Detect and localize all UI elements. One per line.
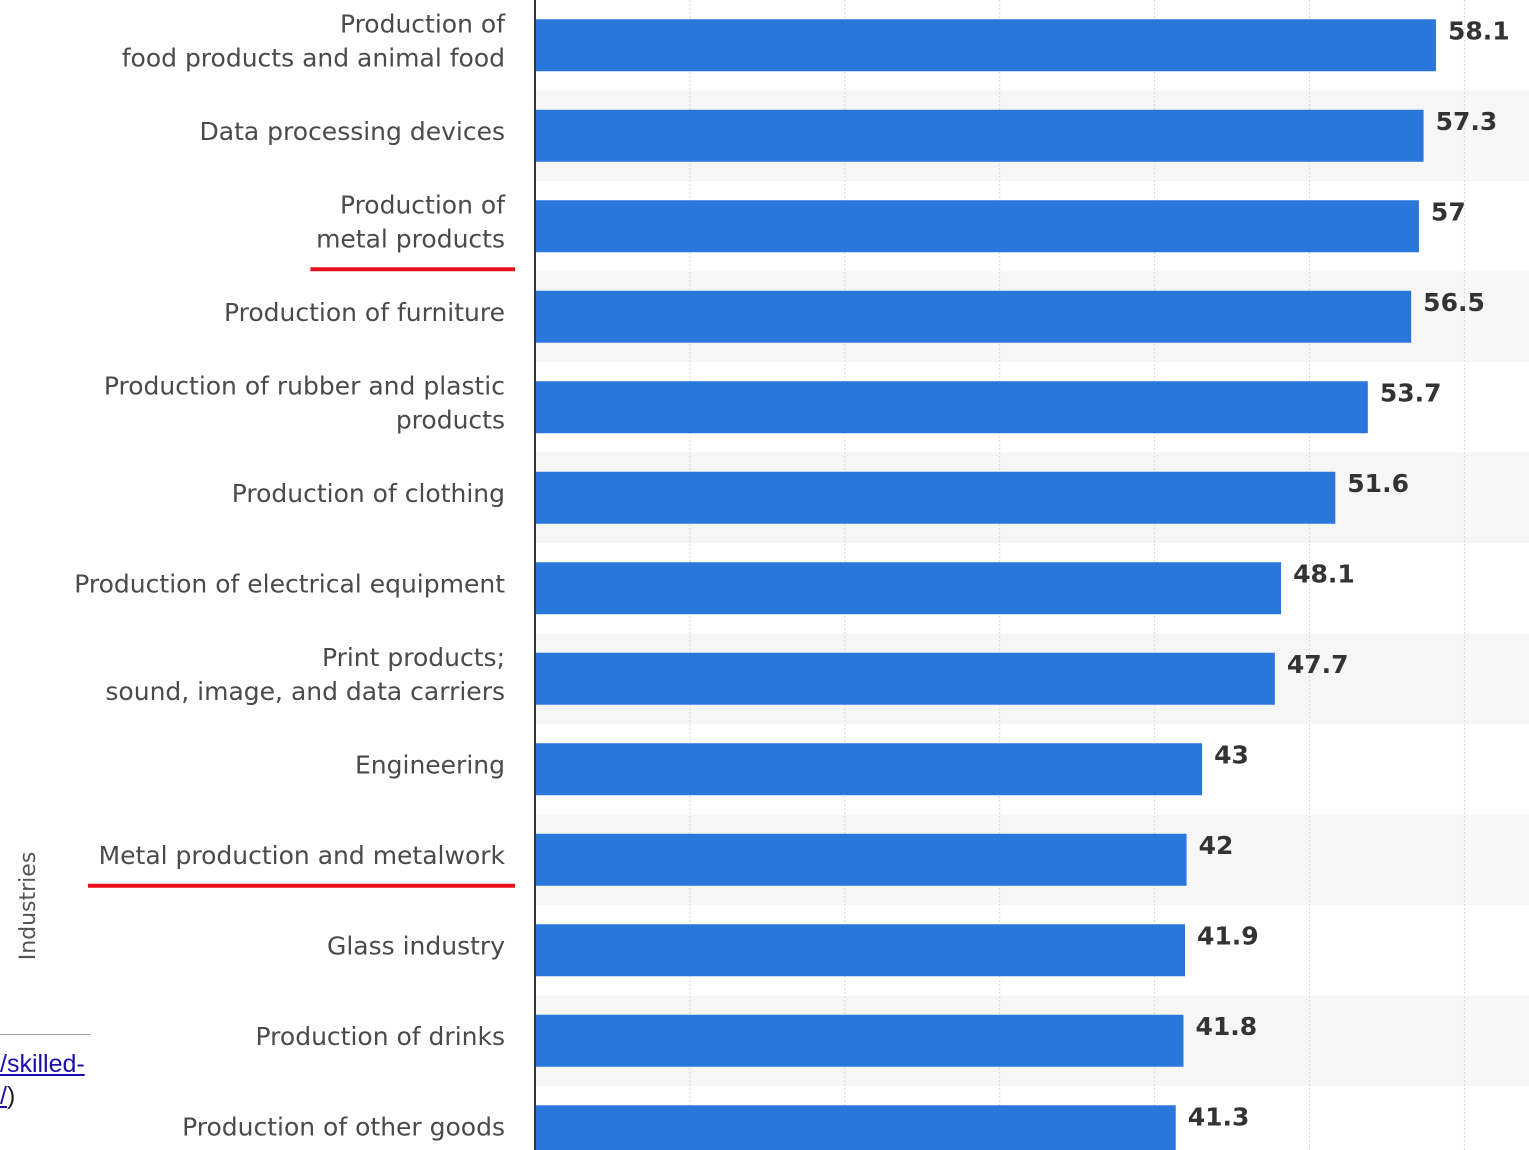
bar	[536, 1014, 1184, 1067]
bar	[536, 19, 1436, 72]
value-label: 42	[1199, 831, 1234, 860]
category-label: Metal production and metalwork	[99, 841, 506, 870]
category-label: food products and animal food	[122, 43, 505, 72]
category-label: Production of furniture	[224, 298, 505, 327]
value-label: 41.8	[1195, 1012, 1257, 1041]
highlight-underlines	[88, 267, 515, 888]
bar	[536, 109, 1424, 162]
value-label: 58.1	[1448, 16, 1510, 45]
bar	[536, 743, 1203, 796]
footnote-close-paren: )	[6, 1082, 16, 1110]
value-label: 47.7	[1287, 650, 1349, 679]
value-label: 56.5	[1423, 288, 1485, 317]
value-label: 57	[1431, 197, 1466, 226]
value-label: 43	[1214, 740, 1249, 769]
value-label: 48.1	[1293, 559, 1355, 588]
category-label: Production of other goods	[182, 1112, 505, 1141]
category-label: Production of rubber and plastic	[104, 371, 505, 400]
category-label: Production of	[340, 190, 506, 219]
category-label: Production of drinks	[256, 1022, 505, 1051]
category-labels: Production of food products and animal fo…	[74, 9, 506, 1141]
value-labels: 58.1 57.3 57 56.5 53.7 51.6 48.1 47.7 43 42 41.9 41…	[1188, 16, 1510, 1131]
y-axis-title: Industries	[16, 852, 41, 961]
category-label: Engineering	[355, 750, 505, 779]
bar	[536, 290, 1412, 343]
category-label: Production of	[340, 9, 506, 38]
footnote-link[interactable]: /skilled- /)	[0, 1034, 90, 1112]
category-label: Glass industry	[327, 931, 505, 960]
bar	[536, 652, 1275, 705]
bar	[536, 381, 1368, 434]
footnote-divider	[0, 1034, 90, 1035]
value-label: 53.7	[1380, 378, 1442, 407]
category-label: metal products	[316, 224, 505, 253]
category-label: sound, image, and data carriers	[105, 677, 505, 706]
bar	[536, 833, 1187, 886]
bar	[536, 200, 1419, 253]
bar	[536, 471, 1336, 524]
bar	[536, 562, 1282, 615]
value-label: 57.3	[1436, 107, 1498, 136]
bars	[536, 19, 1436, 1150]
category-label: products	[396, 405, 505, 434]
value-label: 41.3	[1188, 1102, 1250, 1131]
value-label: 41.9	[1197, 921, 1259, 950]
category-label: Production of electrical equipment	[74, 569, 505, 598]
category-label: Print products;	[322, 643, 505, 672]
category-label: Production of clothing	[232, 479, 505, 508]
value-label: 51.6	[1347, 469, 1409, 498]
bar	[536, 924, 1186, 977]
footnote-link-line-1[interactable]: /skilled-	[0, 1050, 85, 1078]
footnote-link-line-2[interactable]: /	[0, 1082, 7, 1110]
category-label: Data processing devices	[200, 117, 505, 146]
bar	[536, 1105, 1176, 1150]
